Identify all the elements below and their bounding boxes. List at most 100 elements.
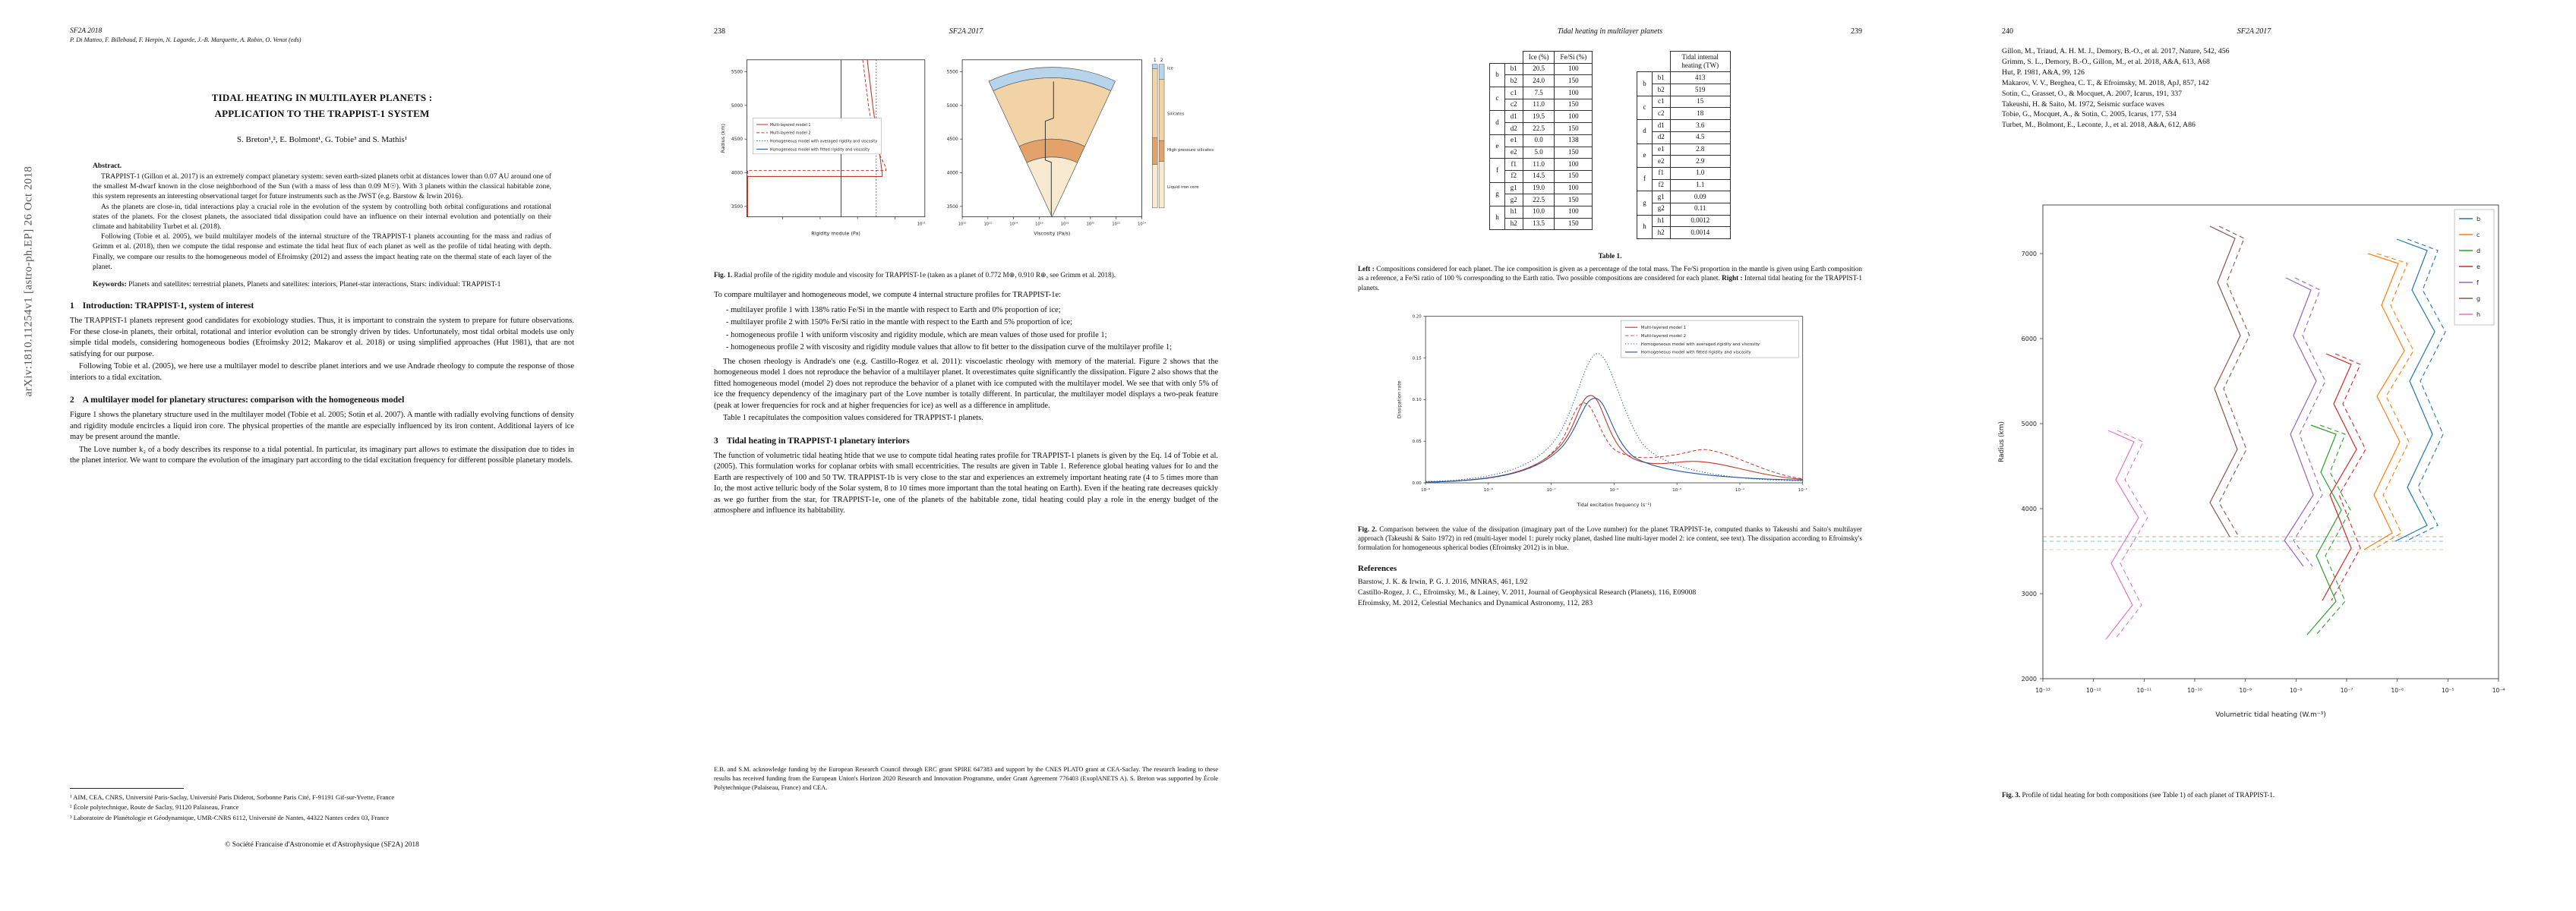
- legend-label: Multi-layered model 1: [770, 123, 811, 128]
- y-tick-label: 5000: [2022, 421, 2037, 427]
- table-1-area: Ice (%) Fe/Si (%) b b1 20.5 100 b2 24.0 150 c…: [1358, 50, 1862, 240]
- table-row: d d1 19.5 100: [1489, 110, 1593, 135]
- legend-label: Multi-layered model 2: [1641, 334, 1686, 339]
- table-row: g g1 19.0 100: [1489, 181, 1593, 206]
- cell: e2: [1504, 146, 1523, 159]
- caption-label: Fig. 1.: [714, 270, 733, 279]
- cell: 15: [1669, 95, 1731, 109]
- cell: 0.11: [1669, 202, 1731, 216]
- planet-label-cell: e: [1637, 143, 1653, 168]
- cell: 100: [1554, 110, 1593, 124]
- legend-label: b: [2477, 216, 2480, 222]
- profile-planet-f: [2284, 277, 2317, 567]
- cell: d1: [1504, 110, 1523, 124]
- y-tick-label: 6000: [2022, 336, 2037, 342]
- cell: b2: [1651, 84, 1671, 96]
- planet-label-cell: g: [1637, 191, 1653, 216]
- fig3-yticks: 7000 6000 5000 4000 3000 2000: [2022, 251, 2043, 682]
- table-row: g2 22.5 150: [1490, 194, 1593, 206]
- copyright-line: © Société Francaise d'Astronomie et d'As…: [225, 841, 419, 849]
- cell: 100: [1554, 62, 1593, 76]
- x-tick-label: 10⁻⁴: [2492, 687, 2505, 694]
- caption-left-label: Left :: [1358, 264, 1375, 273]
- x-tick-label: 10⁻⁷: [2341, 687, 2353, 694]
- figure-1: 5500 5000 4500 4000 3500 10¹¹ Rigidity m…: [714, 49, 1218, 279]
- keywords-label: Keywords:: [93, 280, 127, 289]
- cell: 519: [1669, 84, 1731, 96]
- page-number: 240: [2002, 27, 2013, 36]
- footnotes: ¹ AIM, CEA, CNRS, Université Paris-Sacla…: [70, 788, 574, 823]
- profile-planet-h: [2105, 430, 2139, 640]
- cell: 150: [1554, 146, 1593, 159]
- cell: 13.5: [1522, 217, 1555, 231]
- caption-right-text: Internal tidal heating for the TRAPPIST-…: [1358, 274, 1863, 292]
- section-title: Introduction: TRAPPIST-1, system of inte…: [82, 301, 254, 311]
- page1-header: SF2A 2018 P. Di Matteo, F. Billebaud, F.…: [70, 27, 574, 43]
- cell: h1: [1651, 214, 1671, 228]
- y-tick-label: 5000: [731, 104, 743, 109]
- y-axis-label: Dissipation rate: [1397, 380, 1403, 418]
- legend-label: c: [2477, 232, 2480, 238]
- cell: g2: [1651, 202, 1671, 216]
- cell: d1: [1651, 119, 1671, 132]
- legend-label: Homogeneous model with averaged rigidity…: [1641, 342, 1760, 347]
- table-row: b b1 20.5 100: [1489, 62, 1593, 88]
- y-tick-label: 4500: [731, 137, 743, 142]
- table-row: g g1 0.09: [1637, 191, 1731, 216]
- bar2-ice: [1158, 64, 1165, 80]
- figure-3-caption: Fig. 3. Profile of tidal heating for bot…: [2002, 791, 2506, 799]
- legend-label: Homogeneous model with fitted rigidity a…: [770, 147, 870, 152]
- reference-entry: Castillo-Rogez, J. C., Efroimsky, M., & …: [1358, 588, 1697, 597]
- profile-list: - multilayer profile 1 with 138% ratio F…: [726, 305, 1218, 354]
- references-list: Gillon, M., Triaud, A. H. M. J., Demory,…: [2002, 46, 2506, 131]
- references-heading: References: [1358, 563, 1397, 573]
- section-title: Tidal heating in TRAPPIST-1 planetary in…: [726, 436, 910, 446]
- caption-text: Radial profile of the rigidity module an…: [734, 270, 1116, 279]
- fig1-legend: Multi-layered model 1 Multi-layered mode…: [753, 118, 882, 155]
- wedge-silicates: [993, 77, 1112, 147]
- legend-label: e: [2477, 263, 2480, 270]
- y-tick-label: 3500: [947, 205, 958, 210]
- cell: d2: [1504, 122, 1523, 135]
- x-tick-label: 10⁻⁵: [1672, 487, 1681, 493]
- abstract: Abstract. TRAPPIST-1 (Gillon et al. 2017…: [93, 161, 551, 273]
- caption-left-text: Compositions considered for each planet.…: [1358, 264, 1863, 282]
- footnote: ³ Laboratoire de Planétologie et Géodyna…: [70, 813, 390, 821]
- cell: 150: [1554, 74, 1593, 88]
- planet-label-cell: h: [1489, 205, 1505, 231]
- cell: e2: [1651, 155, 1671, 168]
- reference-entry: Grimm, S. L., Demory, B.-O., Gillon, M.,…: [2002, 57, 2210, 66]
- cell: b1: [1651, 71, 1671, 85]
- cell: 150: [1554, 194, 1593, 206]
- caption-text: Comparison between the value of the diss…: [1358, 525, 1862, 552]
- dissipation-curve-homogeneous-averaged: [1425, 352, 1803, 482]
- cell: 19.5: [1522, 110, 1555, 124]
- reference-entry: Efroimsky, M. 2012, Celestial Mechanics …: [1358, 598, 1593, 607]
- cell: b1: [1504, 62, 1523, 76]
- planet-label-cell: d: [1637, 119, 1653, 144]
- footnote: ² École polytechnique, Route de Saclay, …: [70, 803, 239, 812]
- bar2-hp-silicates: [1158, 140, 1165, 162]
- page-2: 238 SF2A 2017 5500 5000 4500 4000 3500: [644, 0, 1288, 911]
- x-tick-label: 10¹⁰: [958, 222, 967, 226]
- core-boundary-lines: [2043, 536, 2444, 550]
- cell: f2: [1504, 169, 1523, 183]
- table-row: h h1 10.0 100: [1489, 205, 1593, 231]
- y-tick-label: 2000: [2022, 676, 2037, 682]
- body-paragraph: To compare multilayer and homogeneous mo…: [714, 291, 1062, 300]
- cell: f1: [1504, 158, 1523, 171]
- planet-label-cell: f: [1637, 166, 1653, 192]
- x-tick-label: 10⁻¹¹: [2137, 687, 2152, 694]
- cell: h2: [1651, 226, 1671, 239]
- column-header: Tidal internal heating (TW): [1669, 50, 1731, 73]
- column-header: Fe/Si (%): [1554, 51, 1593, 64]
- y-tick-label: 3500: [731, 205, 743, 210]
- bullet-item: - multilayer profile 1 with 138% ratio F…: [726, 305, 1061, 314]
- x-tick-label: 10⁻¹⁰: [2187, 687, 2202, 694]
- x-tick-label: 10¹⁸: [1061, 222, 1069, 226]
- legend-label: Multi-layered model 1: [1641, 326, 1686, 330]
- x-tick-label: 10¹²: [984, 222, 993, 226]
- profile-planet-d: [2306, 424, 2342, 635]
- cell: 100: [1554, 158, 1593, 171]
- layer-label: High pressure silicates: [1167, 148, 1214, 153]
